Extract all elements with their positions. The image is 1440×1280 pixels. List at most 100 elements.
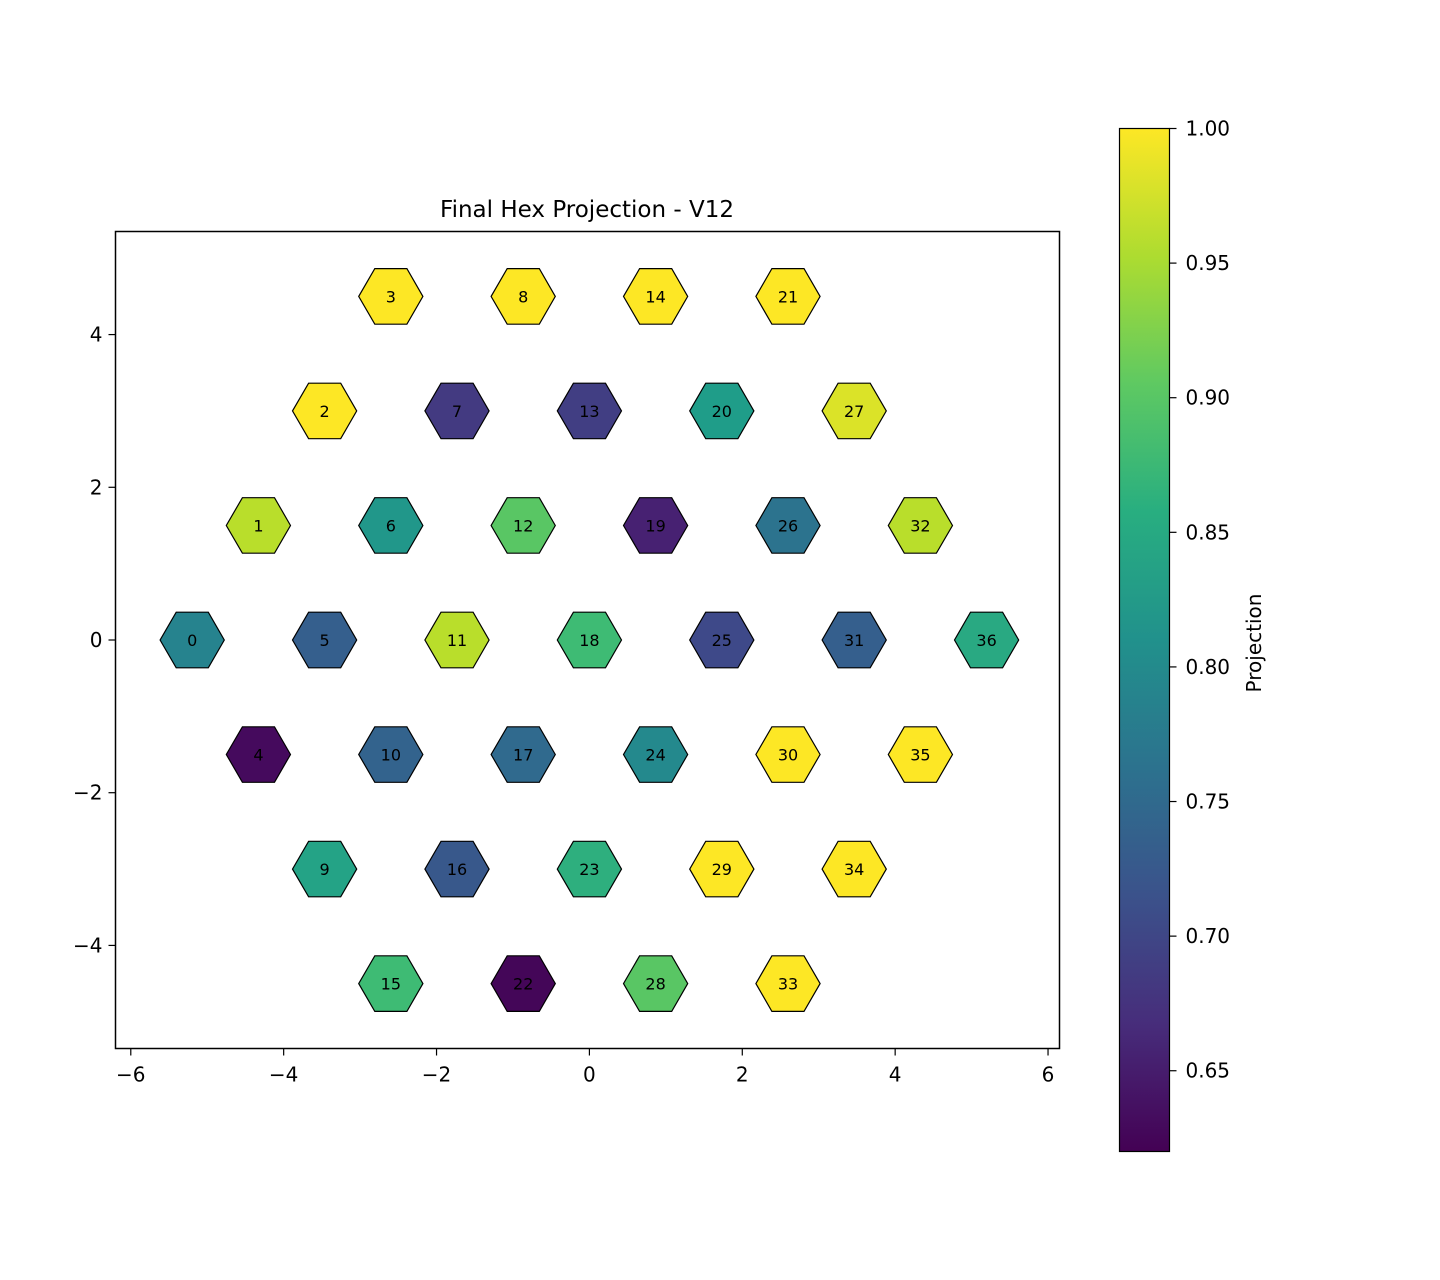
hex-label: 32 xyxy=(910,516,930,535)
hexagon xyxy=(556,611,623,669)
hex-cell: 5 xyxy=(291,611,358,669)
x-tick-label: −6 xyxy=(116,1063,145,1087)
colorbar-tick-label: 1.00 xyxy=(1186,117,1231,141)
hex-label: 24 xyxy=(645,746,665,765)
x-tick-label: −4 xyxy=(269,1063,298,1087)
hex-cell: 3 xyxy=(358,268,424,325)
chart-title: Final Hex Projection - V12 xyxy=(440,197,734,223)
colorbar-ticks: 0.65 0.70 0.75 0.80 0.85 0.90 0.95 1.00 xyxy=(1169,117,1231,1083)
hexagon xyxy=(556,382,623,440)
y-tick-label: −2 xyxy=(73,781,102,805)
hex-cell: 7 xyxy=(424,382,490,440)
y-tick-label: −4 xyxy=(73,933,102,957)
hex-label: 12 xyxy=(513,516,533,535)
hex-label: 15 xyxy=(381,975,401,994)
hex-cell: 16 xyxy=(424,840,490,898)
hex-cell: 35 xyxy=(887,726,954,783)
hexagon xyxy=(291,840,358,898)
hex-cell: 2 xyxy=(291,382,358,440)
hex-label: 35 xyxy=(910,746,930,765)
hex-label: 26 xyxy=(778,516,798,535)
y-tick-label: 0 xyxy=(90,628,103,652)
hexagon xyxy=(225,497,292,554)
hex-cell: 29 xyxy=(689,840,755,898)
colorbar: 0.65 0.70 0.75 0.80 0.85 0.90 0.95 1.00 Project… xyxy=(1118,117,1266,1153)
hexagon xyxy=(358,726,424,783)
hex-cell: 4 xyxy=(225,726,292,783)
hex-label: 5 xyxy=(320,631,330,650)
colorbar-tick-label: 0.75 xyxy=(1186,790,1231,814)
hex-cell: 23 xyxy=(556,840,623,898)
hexagon xyxy=(490,497,556,554)
hex-cell: 21 xyxy=(755,268,821,325)
hex-cell: 36 xyxy=(953,611,1020,669)
hexagon xyxy=(622,268,689,325)
hex-cell: 34 xyxy=(821,840,887,898)
hex-label: 20 xyxy=(712,402,732,421)
hex-cell: 12 xyxy=(490,497,556,554)
hex-label: 34 xyxy=(844,860,864,879)
hex-cell: 0 xyxy=(159,611,225,669)
hexagon xyxy=(689,382,755,440)
hex-cell: 6 xyxy=(358,497,424,554)
hexagon xyxy=(291,382,358,440)
hexagon xyxy=(755,955,821,1013)
hexagon xyxy=(755,268,821,325)
colorbar-tick-label: 0.80 xyxy=(1186,655,1231,679)
colorbar-tick-label: 0.90 xyxy=(1186,386,1231,410)
hex-cell: 8 xyxy=(490,268,556,325)
hexagon-layer: 0123456789101112131415161718192021222324… xyxy=(159,268,1020,1013)
hex-cell: 10 xyxy=(358,726,424,783)
y-axis: −4 −2 0 2 4 xyxy=(73,323,116,957)
hexagon xyxy=(689,611,755,669)
hex-label: 22 xyxy=(513,975,533,994)
hex-label: 33 xyxy=(778,975,798,994)
colorbar-gradient xyxy=(1118,127,1171,1153)
hex-label: 8 xyxy=(518,287,528,306)
hex-cell: 33 xyxy=(755,955,821,1013)
hex-label: 28 xyxy=(645,975,665,994)
hex-label: 36 xyxy=(976,631,996,650)
hex-cell: 26 xyxy=(755,497,821,554)
hex-cell: 18 xyxy=(556,611,623,669)
hexagon xyxy=(622,955,689,1013)
hexagon xyxy=(159,611,225,669)
hexagon xyxy=(821,382,887,440)
hex-label: 2 xyxy=(320,402,330,421)
hex-label: 14 xyxy=(645,287,665,306)
hex-cell: 25 xyxy=(689,611,755,669)
hexagon xyxy=(424,611,490,669)
hexagon xyxy=(556,840,623,898)
hexagon xyxy=(622,497,689,554)
hex-label: 7 xyxy=(452,402,462,421)
hexagon xyxy=(490,726,556,783)
hex-cell: 15 xyxy=(358,955,424,1013)
hex-cell: 9 xyxy=(291,840,358,898)
x-tick-label: −2 xyxy=(422,1063,451,1087)
hexagon xyxy=(887,726,954,783)
hex-cell: 20 xyxy=(689,382,755,440)
x-tick-label: 4 xyxy=(889,1063,902,1087)
x-tick-label: 0 xyxy=(583,1063,596,1087)
hexagon xyxy=(755,726,821,783)
hexagon xyxy=(821,840,887,898)
hexagon xyxy=(755,497,821,554)
hex-cell: 1 xyxy=(225,497,292,554)
hexagon xyxy=(821,611,887,669)
hex-cell: 24 xyxy=(622,726,689,783)
hex-label: 4 xyxy=(253,746,263,765)
hex-label: 11 xyxy=(447,631,467,650)
hex-cell: 14 xyxy=(622,268,689,325)
hex-cell: 27 xyxy=(821,382,887,440)
hex-cell: 13 xyxy=(556,382,623,440)
hex-cell: 22 xyxy=(490,955,556,1013)
y-tick-label: 2 xyxy=(90,475,103,499)
hexagon xyxy=(689,840,755,898)
hex-label: 16 xyxy=(447,860,467,879)
hex-cell: 28 xyxy=(622,955,689,1013)
hexagon xyxy=(358,497,424,554)
hexagon xyxy=(887,497,954,554)
hex-label: 23 xyxy=(579,860,599,879)
hex-label: 10 xyxy=(381,746,401,765)
